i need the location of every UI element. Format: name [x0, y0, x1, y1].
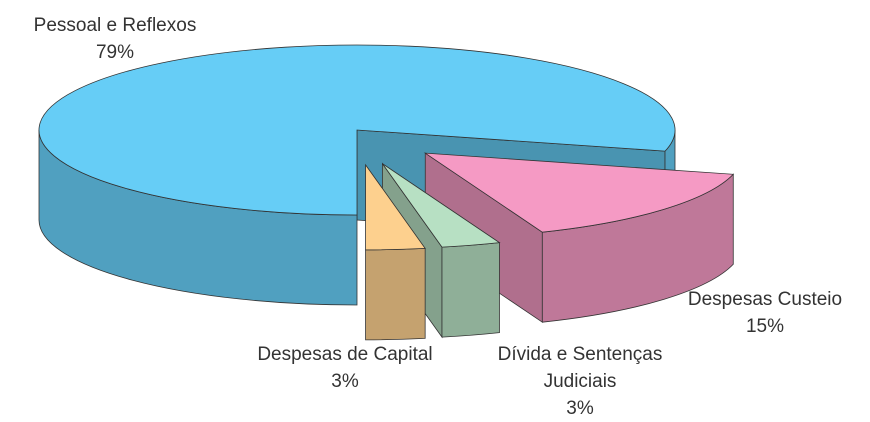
slice-label: Despesas de Capital 3% [225, 341, 465, 395]
slice-label: Despesas Custeio 15% [665, 286, 865, 340]
slice-top [38, 44, 676, 216]
value-label: 79% [95, 42, 135, 63]
slice-side [441, 242, 500, 338]
category-name: Despesas de Capital [257, 344, 433, 365]
category-name: Dívida e Sentenças Judiciais [497, 344, 663, 392]
slice-top [423, 152, 735, 233]
value-label: 15% [745, 316, 785, 337]
slice-side [365, 247, 426, 341]
slice-top [382, 163, 501, 248]
value-label: 3% [331, 371, 359, 392]
value-label: 3% [566, 398, 594, 419]
slice-label: Dívida e Sentenças Judiciais 3% [485, 341, 675, 422]
category-name: Despesas Custeio [687, 289, 843, 310]
slice-top [365, 163, 426, 251]
slice-label: Pessoal e Reflexos 79% [5, 12, 225, 66]
category-name: Pessoal e Reflexos [33, 15, 197, 36]
